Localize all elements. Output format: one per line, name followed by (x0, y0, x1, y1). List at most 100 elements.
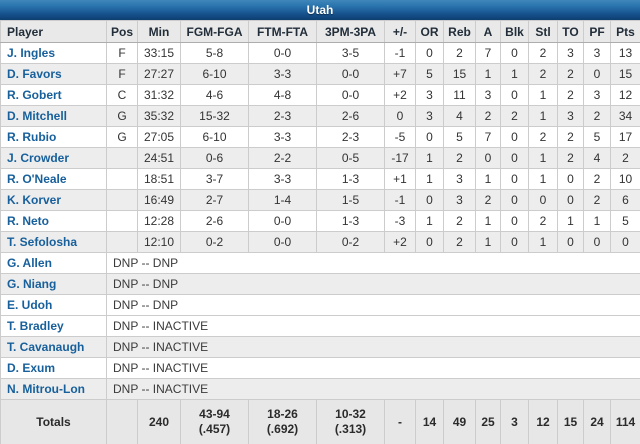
stat-reb: 15 (443, 63, 476, 85)
stat-tp: 1-3 (316, 210, 385, 232)
player-row: R. Gobert C 31:32 4-6 4-8 0-0 +2 3 11 3 0 1 2 3 12 (0, 84, 640, 106)
col-header-pf: PF (583, 20, 611, 43)
stat-to: 0 (557, 168, 584, 190)
dnp-row: T. Bradley DNP -- INACTIVE (0, 315, 640, 337)
stat-pf: 0 (583, 63, 611, 85)
stat-to: 0 (557, 189, 584, 211)
boxscore-table: Player Pos Min FGM-FGA FTM-FTA 3PM-3PA +/- OR Re… (0, 20, 640, 444)
stat-pts: 5 (610, 210, 640, 232)
player-link[interactable]: G. Allen (0, 252, 107, 274)
player-link[interactable]: R. Neto (0, 210, 107, 232)
stat-min: 33:15 (137, 42, 181, 64)
player-row: R. Neto 12:28 2-6 0-0 1-3 -3 1 2 1 0 2 1 1 5 (0, 210, 640, 232)
stat-reb: 11 (443, 84, 476, 106)
player-link[interactable]: E. Udoh (0, 294, 107, 316)
stat-min: 35:32 (137, 105, 181, 127)
stat-pos (106, 168, 138, 190)
stat-blk: 0 (500, 42, 529, 64)
player-link[interactable]: D. Mitchell (0, 105, 107, 127)
stat-a: 2 (475, 189, 501, 211)
player-link[interactable]: T. Sefolosha (0, 231, 107, 253)
stat-tp: 1-5 (316, 189, 385, 211)
stat-tp: 3-5 (316, 42, 385, 64)
stat-fg: 4-6 (180, 84, 249, 106)
player-link[interactable]: T. Cavanaugh (0, 336, 107, 358)
stat-a: 3 (475, 84, 501, 106)
stat-reb: 3 (443, 168, 476, 190)
player-link[interactable]: T. Bradley (0, 315, 107, 337)
totals-label: Totals (0, 399, 107, 444)
totals-reb: 49 (443, 399, 476, 444)
stat-or: 3 (415, 105, 444, 127)
player-row: D. Favors F 27:27 6-10 3-3 0-0 +7 5 15 1 1 2 2 0 15 (0, 63, 640, 85)
stat-pos: C (106, 84, 138, 106)
stat-a: 0 (475, 147, 501, 169)
player-link[interactable]: R. O'Neale (0, 168, 107, 190)
player-link[interactable]: N. Mitrou-Lon (0, 378, 107, 400)
stat-fg: 6-10 (180, 63, 249, 85)
stat-pts: 2 (610, 147, 640, 169)
player-link[interactable]: R. Gobert (0, 84, 107, 106)
totals-pos (106, 399, 138, 444)
stat-to: 2 (557, 126, 584, 148)
stat-pos: F (106, 63, 138, 85)
stat-or: 1 (415, 168, 444, 190)
dnp-row: E. Udoh DNP -- DNP (0, 294, 640, 316)
stat-reb: 2 (443, 42, 476, 64)
player-link[interactable]: D. Favors (0, 63, 107, 85)
stat-pm: +1 (384, 168, 416, 190)
stat-reb: 4 (443, 105, 476, 127)
stat-stl: 1 (528, 147, 558, 169)
stat-min: 16:49 (137, 189, 181, 211)
player-link[interactable]: J. Ingles (0, 42, 107, 64)
stat-pts: 15 (610, 63, 640, 85)
col-header-reb: Reb (443, 20, 476, 43)
stat-stl: 0 (528, 189, 558, 211)
stat-min: 12:28 (137, 210, 181, 232)
stat-ft: 2-3 (248, 105, 317, 127)
stat-reb: 2 (443, 147, 476, 169)
player-link[interactable]: K. Korver (0, 189, 107, 211)
stat-pf: 3 (583, 84, 611, 106)
team-title-bar: Utah (0, 0, 640, 20)
player-link[interactable]: R. Rubio (0, 126, 107, 148)
stat-blk: 0 (500, 84, 529, 106)
stat-ft: 1-4 (248, 189, 317, 211)
player-link[interactable]: G. Niang (0, 273, 107, 295)
stat-pf: 2 (583, 168, 611, 190)
stat-stl: 1 (528, 105, 558, 127)
totals-fg: 43-94 (.457) (180, 399, 249, 444)
stat-a: 1 (475, 231, 501, 253)
col-header-a: A (475, 20, 501, 43)
stat-pm: 0 (384, 105, 416, 127)
stat-fg: 2-6 (180, 210, 249, 232)
stat-to: 0 (557, 231, 584, 253)
stat-ft: 0-0 (248, 210, 317, 232)
stat-reb: 5 (443, 126, 476, 148)
totals-pf: 24 (583, 399, 611, 444)
stat-pos (106, 210, 138, 232)
stat-reb: 2 (443, 231, 476, 253)
header-row: Player Pos Min FGM-FGA FTM-FTA 3PM-3PA +/- OR Re… (0, 20, 640, 43)
stat-pm: +2 (384, 231, 416, 253)
stat-pts: 17 (610, 126, 640, 148)
stat-pts: 10 (610, 168, 640, 190)
stat-stl: 2 (528, 63, 558, 85)
player-link[interactable]: D. Exum (0, 357, 107, 379)
stat-tp: 0-0 (316, 63, 385, 85)
totals-stl: 12 (528, 399, 558, 444)
stat-or: 1 (415, 147, 444, 169)
stat-pf: 2 (583, 105, 611, 127)
stat-to: 3 (557, 105, 584, 127)
stat-to: 2 (557, 84, 584, 106)
player-link[interactable]: J. Crowder (0, 147, 107, 169)
stat-pm: -1 (384, 189, 416, 211)
stat-or: 1 (415, 210, 444, 232)
stat-min: 27:05 (137, 126, 181, 148)
stat-a: 1 (475, 168, 501, 190)
stat-min: 24:51 (137, 147, 181, 169)
dnp-row: G. Allen DNP -- DNP (0, 252, 640, 274)
totals-or: 14 (415, 399, 444, 444)
player-row: T. Sefolosha 12:10 0-2 0-0 0-2 +2 0 2 1 0 1 0 0 0 (0, 231, 640, 253)
stat-or: 0 (415, 189, 444, 211)
